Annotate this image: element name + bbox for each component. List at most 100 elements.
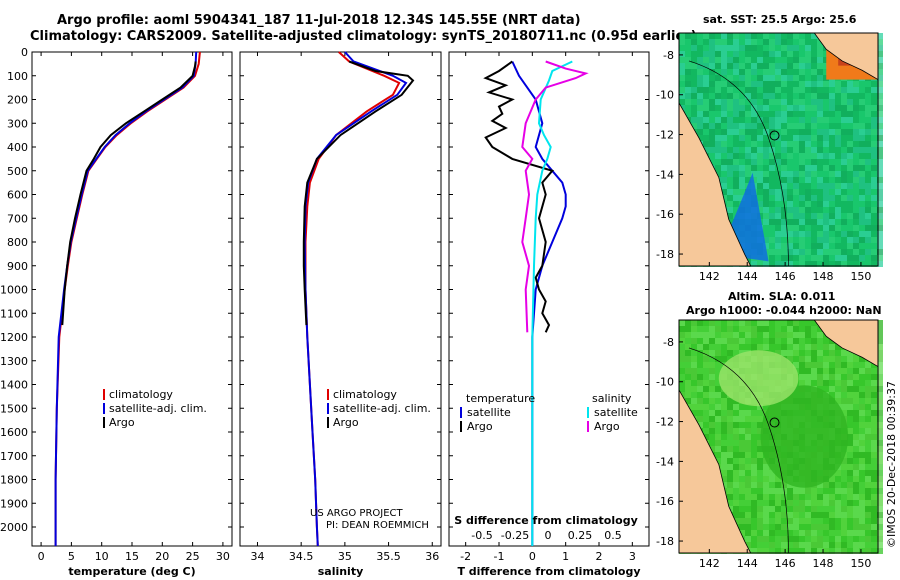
map-pixel [817,524,823,530]
map-pixel [823,231,829,237]
map-pixel [817,51,823,57]
map-pixel [841,201,847,207]
map-pixel [853,494,859,500]
map-pixel [793,344,799,350]
map-pixel [847,386,853,392]
map-pixel [715,75,721,81]
map-pixel [853,530,859,536]
map-pixel [793,225,799,231]
map-pixel [739,494,745,500]
map-pixel [841,536,847,542]
map-pixel [769,69,775,75]
map-pixel [859,416,865,422]
map-pixel [757,464,763,470]
map-pixel [877,111,883,117]
map-pixel [865,147,871,153]
map-pixel [757,470,763,476]
map-pixel [793,189,799,195]
map-pixel [745,63,751,69]
map-pixel [715,428,721,434]
map-pixel [757,129,763,135]
map-pixel [853,458,859,464]
map-pixel [793,165,799,171]
map-pixel [691,87,697,93]
map-pixel [811,213,817,219]
map-pixel [865,135,871,141]
map-pixel [835,159,841,165]
map-pixel [775,189,781,195]
map-pixel [691,63,697,69]
map-pixel [811,177,817,183]
map-pixel [727,87,733,93]
map-pixel [799,183,805,189]
map-pixel [745,530,751,536]
map-pixel [763,404,769,410]
map-pixel [691,57,697,63]
map-pixel [793,548,799,554]
map-pixel [793,111,799,117]
map-pixel [751,548,757,554]
map-pixel [763,488,769,494]
map-pixel [847,219,853,225]
map-pixel [799,111,805,117]
map-pixel [871,135,877,141]
map-pixel [685,374,691,380]
map-pixel [787,75,793,81]
map-pixel [835,512,841,518]
map-pixel [751,422,757,428]
map-pixel [865,195,871,201]
map-pixel [739,147,745,153]
map-pixel [709,117,715,123]
map-pixel [865,81,871,87]
map-pixel [817,356,823,362]
map-pixel [709,75,715,81]
map-pixel [841,255,847,261]
map-pixel [775,542,781,548]
map-pixel [859,159,865,165]
map-pixel [865,500,871,506]
map-pixel [727,69,733,75]
map-pixel [817,93,823,99]
map-pixel [745,542,751,548]
map-pixel [697,93,703,99]
map-pixel [847,470,853,476]
map-pixel [871,249,877,255]
map-pixel [877,458,883,464]
map-pixel [865,434,871,440]
map-pixel [709,326,715,332]
map-pixel [853,368,859,374]
map-pixel [823,219,829,225]
map-pixel [847,362,853,368]
map-pixel [727,39,733,45]
map-pixel [811,189,817,195]
map-pixel [757,141,763,147]
map-pixel [823,195,829,201]
secondary-axis-label: S difference from climatology [454,514,638,527]
map-pixel [859,81,865,87]
map-pixel [841,380,847,386]
map-pixel [847,129,853,135]
map-pixel [733,518,739,524]
map-pixel [703,356,709,362]
map-pixel [877,446,883,452]
map-pixel [811,117,817,123]
map-pixel [859,231,865,237]
map-pixel [865,542,871,548]
series-line-argo [61,61,197,326]
map-pixel [877,536,883,542]
map-pixel [877,189,883,195]
map-pixel [793,530,799,536]
map-pixel [709,81,715,87]
map-pixel [877,506,883,512]
map-pixel [847,141,853,147]
map-pixel [847,488,853,494]
map-pixel [841,117,847,123]
map-pixel [727,464,733,470]
map-pixel [835,494,841,500]
map-pixel [841,542,847,548]
map-pixel [823,75,829,81]
map-pixel [811,33,817,39]
map-pixel [709,344,715,350]
map-pixel [859,368,865,374]
secondary-x-tick-label: 0.25 [568,529,593,542]
